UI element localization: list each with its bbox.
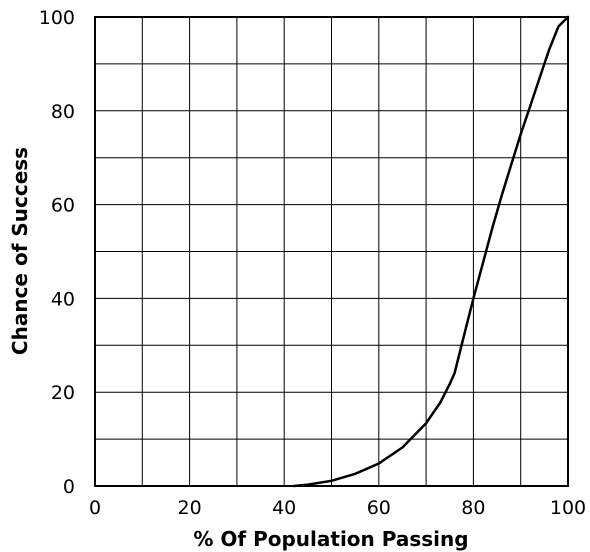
x-tick-label: 100 bbox=[550, 497, 586, 519]
y-tick-label: 20 bbox=[51, 382, 75, 404]
y-tick-label: 0 bbox=[63, 476, 75, 498]
x-tick-label: 60 bbox=[367, 497, 391, 519]
y-axis-title: Chance of Success bbox=[8, 147, 32, 355]
grid bbox=[95, 17, 568, 486]
x-tick-label: 20 bbox=[178, 497, 202, 519]
y-tick-label: 100 bbox=[39, 7, 75, 29]
x-tick-label: 0 bbox=[89, 497, 101, 519]
y-tick-label: 40 bbox=[51, 288, 75, 310]
series-line bbox=[292, 15, 570, 488]
y-tick-label: 60 bbox=[51, 195, 75, 217]
x-tick-labels: 0 20 40 60 80 100 bbox=[89, 497, 586, 519]
x-axis-title: % Of Population Passing bbox=[193, 527, 468, 551]
plot-frame bbox=[94, 16, 569, 487]
y-tick-label: 80 bbox=[51, 101, 75, 123]
x-tick-label: 80 bbox=[461, 497, 485, 519]
x-tick-label: 40 bbox=[272, 497, 296, 519]
y-tick-labels: 0 20 40 60 80 100 bbox=[39, 7, 75, 498]
